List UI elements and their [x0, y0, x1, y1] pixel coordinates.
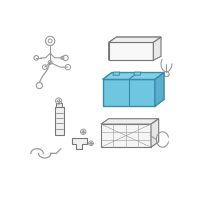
Polygon shape [55, 107, 64, 135]
Polygon shape [113, 72, 120, 75]
Polygon shape [56, 103, 62, 107]
Polygon shape [153, 37, 161, 60]
Polygon shape [109, 42, 153, 60]
Polygon shape [151, 119, 159, 147]
Polygon shape [109, 37, 161, 60]
Polygon shape [101, 124, 151, 147]
Polygon shape [109, 37, 161, 42]
Polygon shape [101, 119, 159, 124]
Polygon shape [134, 72, 141, 75]
Polygon shape [102, 79, 155, 106]
Polygon shape [72, 138, 87, 149]
Polygon shape [102, 73, 164, 79]
Polygon shape [155, 73, 164, 106]
